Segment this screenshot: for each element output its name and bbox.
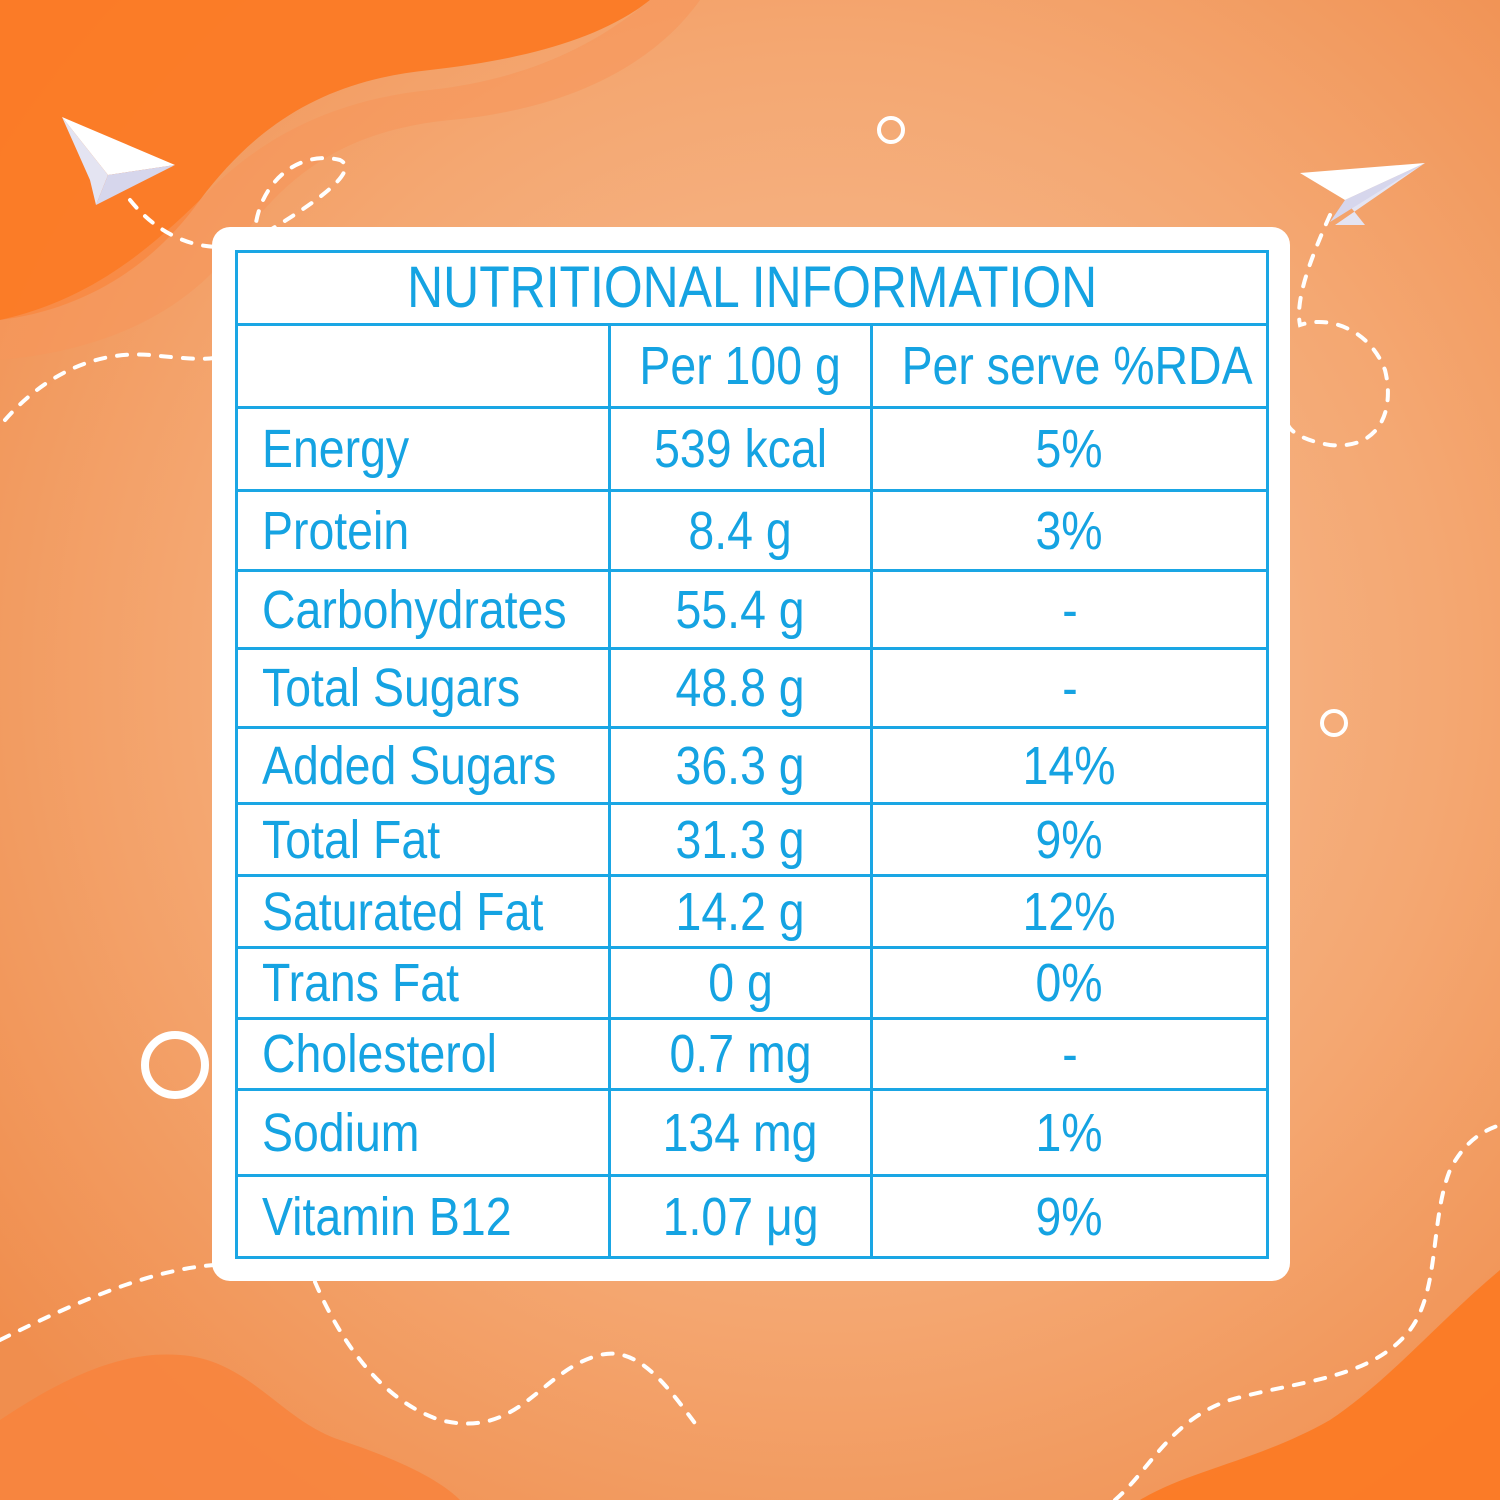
table-row: Added Sugars 36.3 g 14% bbox=[235, 726, 1270, 805]
circle-outline-icon bbox=[877, 116, 905, 144]
nutrient-name: Added Sugars bbox=[235, 726, 611, 805]
rda-value: 14% bbox=[869, 726, 1270, 805]
per-100g-value: 8.4 g bbox=[608, 489, 873, 572]
per-100g-value: 36.3 g bbox=[608, 726, 873, 805]
rda-value: - bbox=[869, 569, 1270, 650]
per-100g-value: 31.3 g bbox=[608, 802, 873, 877]
per-100g-value: 0 g bbox=[608, 946, 873, 1020]
rda-value: 9% bbox=[869, 802, 1270, 877]
table-row: Saturated Fat 14.2 g 12% bbox=[235, 874, 1270, 949]
blob-top-left-light bbox=[0, 0, 700, 360]
table-title-row: NUTRITIONAL INFORMATION bbox=[234, 250, 1270, 326]
table-row: Energy 539 kcal 5% bbox=[235, 406, 1270, 492]
table-header-row: Per 100 g Per serve %RDA bbox=[235, 323, 1270, 409]
per-100g-value: 1.07 μg bbox=[608, 1174, 873, 1259]
per-100g-value: 14.2 g bbox=[608, 874, 873, 949]
table-row: Total Fat 31.3 g 9% bbox=[235, 802, 1270, 877]
rda-value: 0% bbox=[869, 946, 1270, 1020]
per-100g-value: 134 mg bbox=[608, 1088, 873, 1177]
rda-value: 12% bbox=[869, 874, 1270, 949]
dashed-trail-bottom bbox=[313, 1280, 702, 1432]
rda-value: 1% bbox=[869, 1088, 1270, 1177]
header-nutrient bbox=[235, 323, 611, 409]
rda-value: - bbox=[869, 1017, 1270, 1091]
nutrient-name: Sodium bbox=[235, 1088, 611, 1177]
nutrient-name: Energy bbox=[235, 406, 611, 492]
dashed-trail-bottom-left bbox=[0, 1263, 216, 1342]
nutrient-name: Total Sugars bbox=[235, 647, 611, 729]
paper-plane-icon bbox=[62, 117, 175, 205]
paper-plane-icon bbox=[1300, 163, 1425, 225]
table-row: Protein 8.4 g 3% bbox=[235, 489, 1270, 572]
table-row: Carbohydrates 55.4 g - bbox=[235, 569, 1270, 650]
blob-bottom-right bbox=[1140, 1270, 1500, 1500]
header-per-100g: Per 100 g bbox=[608, 323, 873, 409]
dashed-trail-bottom-right bbox=[1113, 1123, 1500, 1500]
blob-bottom-left bbox=[0, 1354, 460, 1500]
table-row: Total Sugars 48.8 g - bbox=[235, 647, 1270, 729]
table-row: Trans Fat 0 g 0% bbox=[235, 946, 1270, 1020]
rda-value: 5% bbox=[869, 406, 1270, 492]
per-100g-value: 55.4 g bbox=[608, 569, 873, 650]
nutrient-name: Trans Fat bbox=[235, 946, 611, 1020]
table-row: Vitamin B12 1.07 μg 9% bbox=[235, 1174, 1270, 1259]
nutrient-name: Vitamin B12 bbox=[235, 1174, 611, 1259]
dashed-trail-left bbox=[3, 352, 216, 422]
table-title: NUTRITIONAL INFORMATION bbox=[234, 250, 1270, 326]
circle-outline-icon bbox=[141, 1031, 209, 1099]
per-100g-value: 48.8 g bbox=[608, 647, 873, 729]
rda-value: 3% bbox=[869, 489, 1270, 572]
circle-outline-icon bbox=[1320, 709, 1348, 737]
per-100g-value: 539 kcal bbox=[608, 406, 873, 492]
header-per-serve-rda: Per serve %RDA bbox=[869, 323, 1270, 409]
nutrient-name: Cholesterol bbox=[235, 1017, 611, 1091]
nutrient-name: Carbohydrates bbox=[235, 569, 611, 650]
table-row: Sodium 134 mg 1% bbox=[235, 1088, 1270, 1177]
dashed-trail-top-left bbox=[128, 156, 348, 249]
nutrient-name: Total Fat bbox=[235, 802, 611, 877]
rda-value: 9% bbox=[869, 1174, 1270, 1259]
nutrition-table: NUTRITIONAL INFORMATION Per 100 g Per se… bbox=[234, 250, 1270, 1259]
dashed-trail-right bbox=[1286, 213, 1390, 448]
table-row: Cholesterol 0.7 mg - bbox=[235, 1017, 1270, 1091]
per-100g-value: 0.7 mg bbox=[608, 1017, 873, 1091]
rda-value: - bbox=[869, 647, 1270, 729]
nutrient-name: Saturated Fat bbox=[235, 874, 611, 949]
nutrient-name: Protein bbox=[235, 489, 611, 572]
